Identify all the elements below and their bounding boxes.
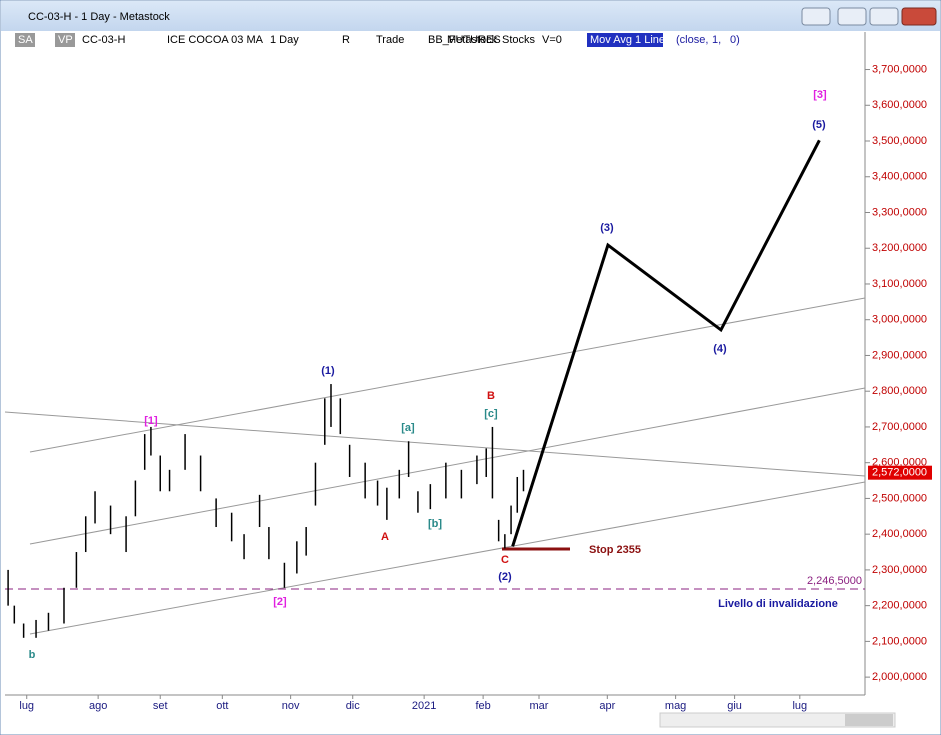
y-tick-label: 3,000,0000 bbox=[872, 314, 927, 326]
y-tick-label: 2,500,0000 bbox=[872, 492, 927, 504]
downtrend-line bbox=[4, 411, 866, 477]
x-tick-label: ott bbox=[216, 700, 228, 712]
window-title: CC-03-H - 1 Day - Metastock bbox=[28, 11, 170, 23]
y-tick-label: 3,300,0000 bbox=[872, 206, 927, 218]
y-tick-label: 3,700,0000 bbox=[872, 63, 927, 75]
x-tick-label: feb bbox=[475, 700, 490, 712]
x-tick-label: lug bbox=[792, 700, 807, 712]
y-tick-label: 2,100,0000 bbox=[872, 635, 927, 647]
x-tick-label: giu bbox=[727, 700, 742, 712]
toolbar-label: 0) bbox=[730, 34, 740, 46]
x-tick-label: 2021 bbox=[412, 700, 436, 712]
wave-label: A bbox=[381, 531, 389, 543]
toolbar-label: Metastock bbox=[447, 34, 498, 46]
scroll-thumb[interactable] bbox=[845, 714, 893, 726]
x-tick-label: mag bbox=[665, 700, 686, 712]
toolbar-label: VP bbox=[58, 34, 73, 46]
toolbar-label: SA bbox=[18, 34, 33, 46]
wave-label: B bbox=[487, 390, 495, 402]
toolbar-label: 1, bbox=[712, 34, 721, 46]
minimize-button[interactable] bbox=[837, 7, 867, 26]
wave-label: (2) bbox=[498, 571, 512, 583]
x-tick-label: apr bbox=[599, 700, 615, 712]
close-button[interactable] bbox=[901, 7, 937, 26]
wave-label: Stop 2355 bbox=[589, 544, 641, 556]
y-tick-label: 2,700,0000 bbox=[872, 421, 927, 433]
wave-label: Livello di invalidazione bbox=[718, 598, 838, 610]
scrollbar[interactable] bbox=[659, 712, 896, 728]
toolbar-label: 1 Day bbox=[270, 34, 299, 46]
wave-label: (1) bbox=[321, 365, 335, 377]
last-price-box bbox=[868, 465, 932, 480]
y-tick-label: 2,200,0000 bbox=[872, 600, 927, 612]
y-tick-label: 3,500,0000 bbox=[872, 135, 927, 147]
x-tick-label: lug bbox=[19, 700, 34, 712]
projection-line bbox=[511, 139, 821, 547]
y-tick-label: 2,000,0000 bbox=[872, 671, 927, 683]
y-tick-label: 3,200,0000 bbox=[872, 242, 927, 254]
toolbar-label: V=0 bbox=[542, 34, 562, 46]
toolbar-button[interactable] bbox=[55, 33, 75, 47]
x-tick-label: dic bbox=[346, 700, 361, 712]
toolbar-label: BB_FUTURES bbox=[428, 34, 501, 46]
x-tick-label: nov bbox=[282, 700, 300, 712]
wave-label: b bbox=[29, 649, 36, 661]
toolbar: SA VP CC-03-H ICE COCOA 03 MA 1 Day R Trade BB_… bbox=[15, 33, 740, 47]
invalidation-label: 2,246,5000 bbox=[807, 575, 862, 587]
wave-label: (5) bbox=[812, 119, 826, 131]
channel-middle bbox=[29, 387, 866, 545]
y-tick-label: 3,400,0000 bbox=[872, 171, 927, 183]
toolbar-label: R bbox=[342, 34, 350, 46]
y-tick-label: 2,400,0000 bbox=[872, 528, 927, 540]
y-tick-label: 3,100,0000 bbox=[872, 278, 927, 290]
wave-label: [b] bbox=[428, 518, 442, 530]
wave-label: C bbox=[501, 554, 509, 566]
wave-label: (4) bbox=[713, 343, 727, 355]
toolbar-label: ICE COCOA 03 MA bbox=[167, 34, 264, 46]
y-tick-label: 2,800,0000 bbox=[872, 385, 927, 397]
toolbar-button[interactable] bbox=[587, 33, 663, 47]
y-tick-label: 2,900,0000 bbox=[872, 349, 927, 361]
toolbar-label: Stocks bbox=[502, 34, 536, 46]
channel-lower bbox=[29, 481, 866, 635]
y-axis-panel bbox=[865, 32, 940, 695]
y-tick-label: 3,600,0000 bbox=[872, 99, 927, 111]
toolbar-label: (close, bbox=[676, 34, 708, 46]
last-price-label: 2,572,0000 bbox=[872, 467, 927, 479]
toolbar-label: Mov Avg 1 Line bbox=[590, 34, 665, 46]
wave-label: [1] bbox=[144, 415, 158, 427]
restore-button[interactable] bbox=[801, 7, 831, 26]
wave-label: [3] bbox=[813, 89, 827, 101]
toolbar-label: CC-03-H bbox=[82, 34, 125, 46]
x-tick-label: ago bbox=[89, 700, 107, 712]
y-tick-label: 2,600,0000 bbox=[872, 457, 927, 469]
wave-label: (3) bbox=[600, 222, 614, 234]
wave-label: [c] bbox=[484, 408, 498, 420]
y-tick-label: 2,300,0000 bbox=[872, 564, 927, 576]
maximize-button[interactable] bbox=[869, 7, 899, 26]
x-tick-label: mar bbox=[530, 700, 549, 712]
toolbar-label: Trade bbox=[376, 34, 404, 46]
wave-label: [a] bbox=[401, 422, 415, 434]
wave-label: [2] bbox=[273, 596, 287, 608]
title-bar bbox=[1, 1, 940, 31]
x-tick-label: set bbox=[153, 700, 168, 712]
toolbar-button[interactable] bbox=[15, 33, 35, 47]
